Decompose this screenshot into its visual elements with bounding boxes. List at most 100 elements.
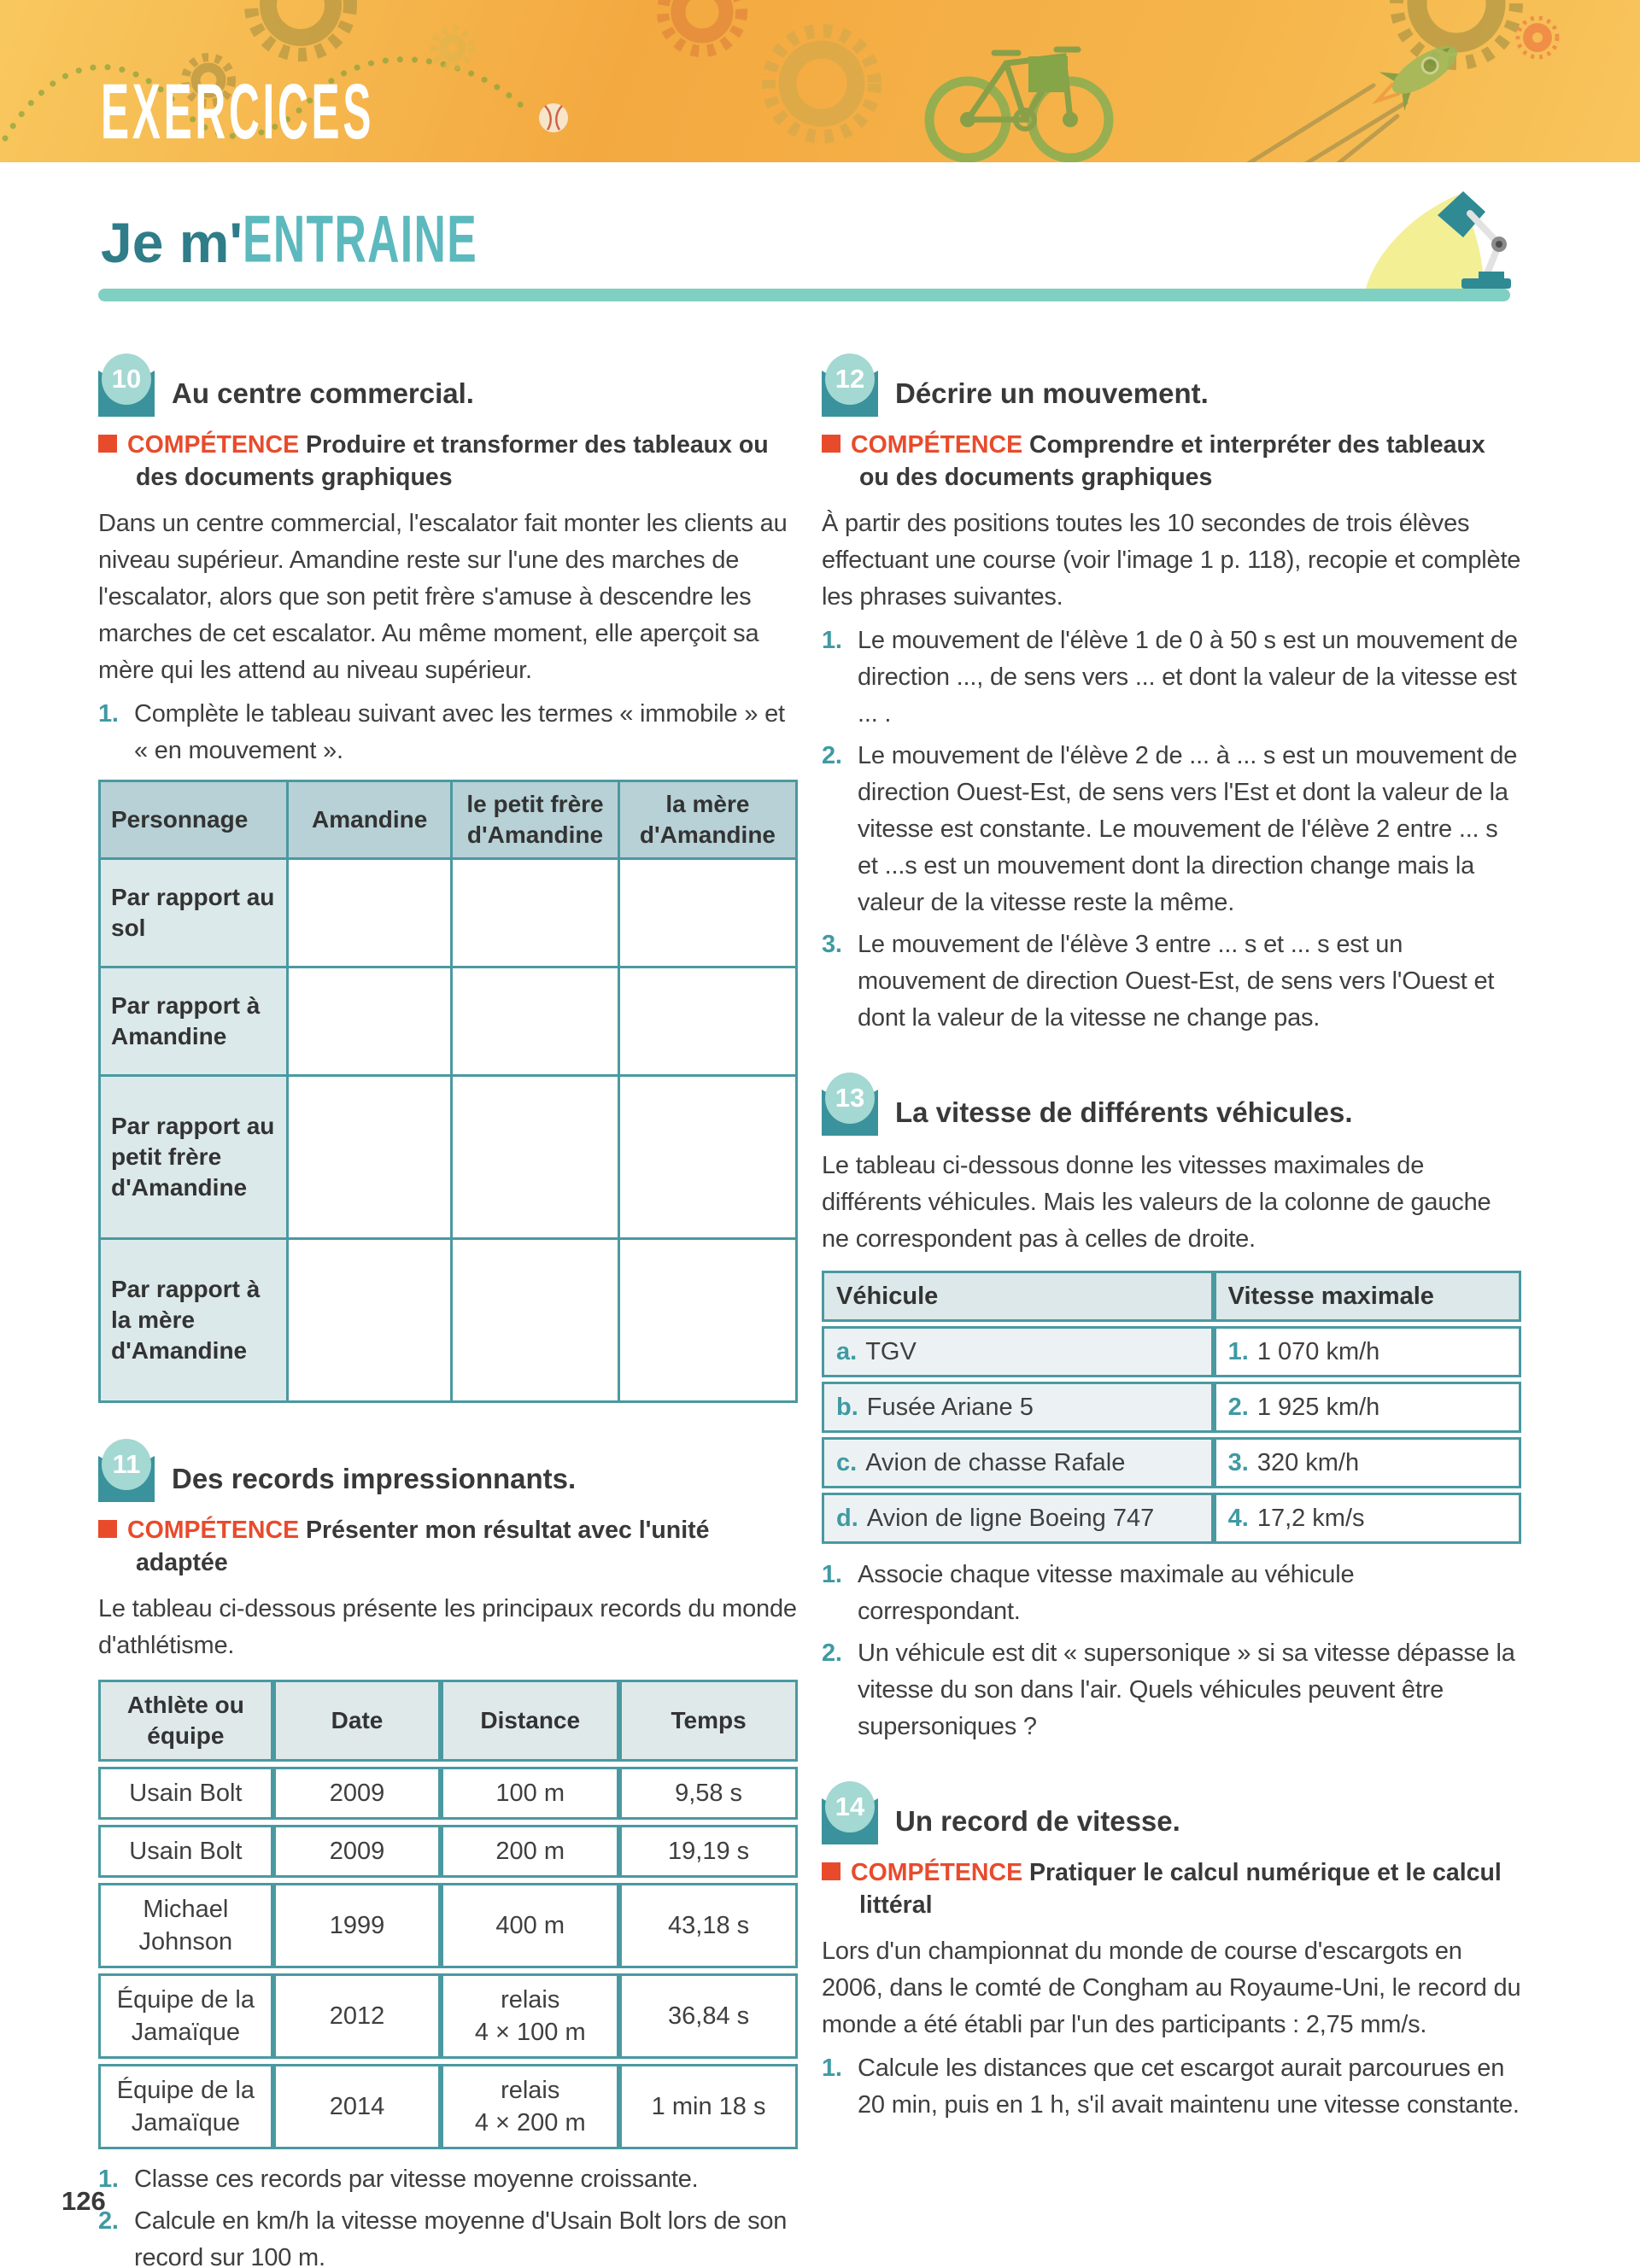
exercise-number-badge: 13 xyxy=(822,1073,882,1136)
competence-label: COMPÉTENCE xyxy=(127,1517,300,1544)
table-header-cell: Distance xyxy=(441,1680,620,1762)
question-text: Un véhicule est dit « supersonique » si … xyxy=(858,1640,1515,1740)
exercise-number-badge: 10 xyxy=(98,354,158,417)
exercise-title: Décrire un mouvement. xyxy=(895,377,1209,409)
athlete-cell: Équipe de la Jamaïque xyxy=(98,1973,273,2059)
distance-cell: relais 4 × 200 m xyxy=(441,2064,620,2149)
competence-square-icon xyxy=(822,1862,840,1880)
empty-cell xyxy=(617,857,799,968)
date-cell: 2009 xyxy=(272,1825,442,1878)
row-label-cell: Par rapport au sol xyxy=(97,857,290,968)
question-text: Calcule en km/h la vitesse moyenne d'Usa… xyxy=(134,2207,788,2268)
exercise-title: Des records impressionnants. xyxy=(172,1463,577,1494)
empty-cell xyxy=(617,1237,799,1403)
speed-cell: 3. 320 km/h xyxy=(1213,1437,1521,1488)
table-row: Michael Johnson 1999 400 m 43,18 s xyxy=(98,1883,798,1968)
question-item: 2. Le mouvement de l'élève 2 de ... à ..… xyxy=(822,738,1521,921)
table-header-cell: Temps xyxy=(619,1680,798,1762)
table-header-row: Personnage Amandine le petit frère d'Ama… xyxy=(97,780,799,860)
row-label-cell: Par rapport à Amandine xyxy=(97,966,290,1077)
speed-cell: 4. 17,2 km/s xyxy=(1213,1493,1521,1544)
competence-line: COMPÉTENCE Présenter mon résultat avec l… xyxy=(98,1514,798,1579)
empty-cell xyxy=(617,966,799,1077)
question-text: Le mouvement de l'élève 2 de ... à ... s… xyxy=(858,742,1518,916)
question-number: 2. xyxy=(98,2207,119,2235)
gears-icon xyxy=(181,0,1560,143)
bicycle-icon xyxy=(924,46,1114,162)
distance-cell: 400 m xyxy=(441,1883,620,1968)
speed-value: 1 925 km/h xyxy=(1256,1394,1380,1421)
table-row: Par rapport au petit frère d'Amandine xyxy=(97,1074,799,1240)
question-item: 1. Associe chaque vitesse maximale au vé… xyxy=(822,1557,1521,1630)
page-header-band: EXERCICES xyxy=(0,0,1640,162)
question-number: 2. xyxy=(822,742,842,769)
left-column: 10 Au centre commercial. COMPÉTENCE Prod… xyxy=(97,354,799,2268)
competence-line: COMPÉTENCE Produire et transformer des t… xyxy=(98,429,798,494)
empty-cell xyxy=(450,1237,620,1403)
exercise-intro: Lors d'un championnat du monde de course… xyxy=(822,1938,1521,2038)
table-row: b. Fusée Ariane 5 2. 1 925 km/h xyxy=(822,1382,1521,1433)
athlete-cell: Usain Bolt xyxy=(98,1767,273,1820)
competence-label: COMPÉTENCE xyxy=(851,431,1023,459)
speed-cell: 2. 1 925 km/h xyxy=(1213,1382,1521,1433)
content-columns: 10 Au centre commercial. COMPÉTENCE Prod… xyxy=(97,354,1521,2268)
exercise-title: Au centre commercial. xyxy=(172,377,474,409)
table-header-cell: la mère d'Amandine xyxy=(617,780,799,860)
competence-text: Comprendre et interpréter des tableaux o… xyxy=(859,431,1485,491)
table-row: Par rapport à la mère d'Amandine xyxy=(97,1237,799,1403)
vehicle-name: Avion de ligne Boeing 747 xyxy=(866,1505,1155,1532)
question-text: Associe chaque vitesse maximale au véhic… xyxy=(858,1561,1355,1625)
speed-key: 4. xyxy=(1227,1505,1249,1532)
table-header-cell: Vitesse maximale xyxy=(1213,1271,1521,1322)
speed-cell: 1. 1 070 km/h xyxy=(1213,1326,1521,1377)
question-number: 1. xyxy=(98,2166,119,2193)
question-item: 1. Calcule les distances que cet escargo… xyxy=(822,2050,1521,2124)
competence-text: Produire et transformer des tableaux ou … xyxy=(136,431,769,491)
baseball-icon xyxy=(539,103,568,132)
table-header-cell: Amandine xyxy=(286,780,454,860)
dotted-trajectory-icon xyxy=(2,56,529,142)
lamp-icon xyxy=(1366,191,1511,289)
exercise-11-header: 11 Des records impressionnants. xyxy=(98,1439,798,1502)
question-text: Le mouvement de l'élève 3 entre ... s et… xyxy=(858,931,1495,1032)
time-cell: 9,58 s xyxy=(619,1767,798,1820)
exercise-title: Un record de vitesse. xyxy=(895,1805,1180,1837)
section-divider xyxy=(98,289,1510,301)
section-title-highlight: ENTRAINE xyxy=(243,202,478,277)
speed-value: 1 070 km/h xyxy=(1256,1338,1380,1365)
empty-cell xyxy=(617,1074,799,1240)
question-item: 1. Complète le tableau suivant avec les … xyxy=(98,696,798,769)
competence-line: COMPÉTENCE Pratiquer le calcul numérique… xyxy=(822,1856,1521,1921)
competence-square-icon xyxy=(98,435,117,453)
vehicle-name: Fusée Ariane 5 xyxy=(866,1394,1034,1421)
exercise-number: 11 xyxy=(102,1439,151,1490)
table-row: c. Avion de chasse Rafale 3. 320 km/h xyxy=(822,1437,1521,1488)
exercise-number: 10 xyxy=(102,354,151,405)
empty-cell xyxy=(286,1237,454,1403)
page-banner-title: EXERCICES xyxy=(101,67,375,155)
speed-value: 320 km/h xyxy=(1256,1449,1360,1476)
table-header-row: Véhicule Vitesse maximale xyxy=(822,1271,1521,1322)
table-header-cell: le petit frère d'Amandine xyxy=(450,780,620,860)
table-row: Par rapport au sol xyxy=(97,857,799,968)
speed-value: 17,2 km/s xyxy=(1256,1505,1365,1532)
question-text: Complète le tableau suivant avec les ter… xyxy=(134,700,785,764)
exercise-number: 13 xyxy=(825,1073,875,1124)
time-cell: 1 min 18 s xyxy=(619,2064,798,2149)
time-cell: 43,18 s xyxy=(619,1883,798,1968)
vehicle-cell: a. TGV xyxy=(822,1326,1214,1377)
distance-cell: 100 m xyxy=(441,1767,620,1820)
question-number: 1. xyxy=(822,1561,842,1588)
mobility-table: Personnage Amandine le petit frère d'Ama… xyxy=(97,780,799,1403)
vehicle-cell: b. Fusée Ariane 5 xyxy=(822,1382,1214,1433)
exercise-number-badge: 14 xyxy=(822,1781,882,1844)
right-column: 12 Décrire un mouvement. COMPÉTENCE Comp… xyxy=(822,354,1521,2268)
speed-key: 2. xyxy=(1227,1394,1249,1421)
vehicle-name: TGV xyxy=(865,1338,917,1365)
athlete-cell: Usain Bolt xyxy=(98,1825,273,1878)
competence-text: Pratiquer le calcul numérique et le calc… xyxy=(859,1859,1502,1919)
empty-cell xyxy=(286,966,454,1077)
exercise-14-header: 14 Un record de vitesse. xyxy=(822,1781,1521,1844)
vehicle-key: b. xyxy=(836,1394,858,1421)
